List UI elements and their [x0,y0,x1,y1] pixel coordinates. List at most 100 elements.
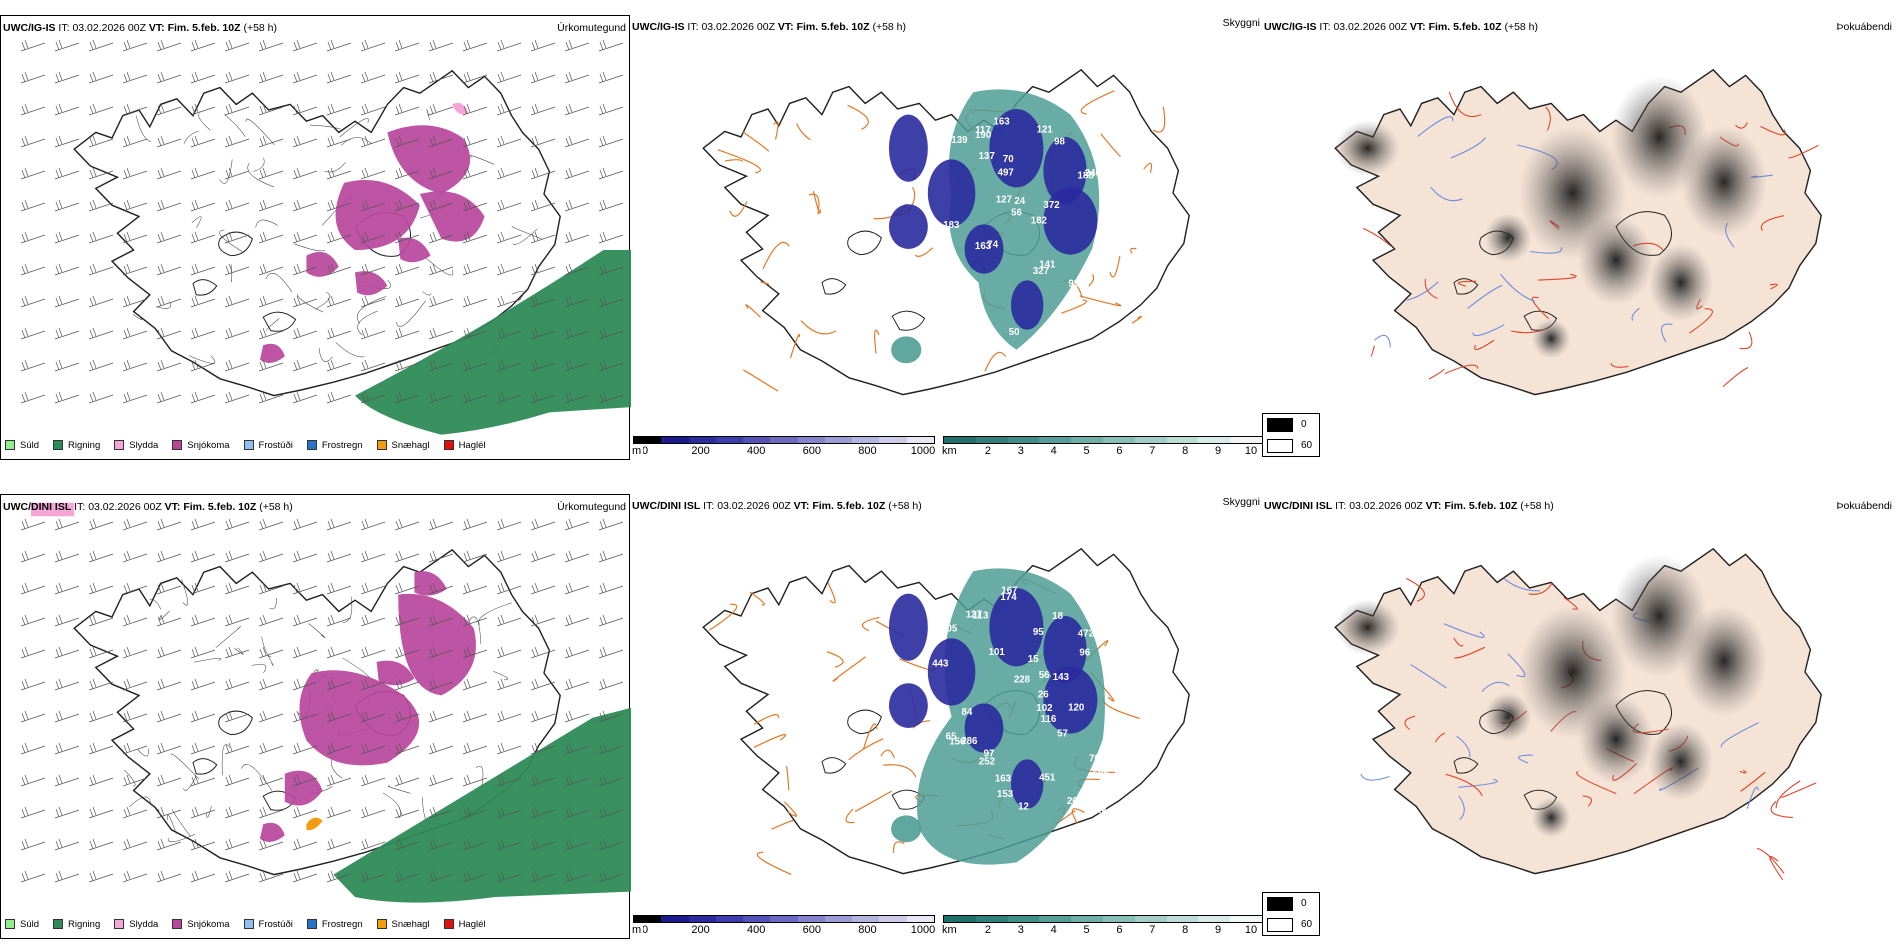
vis-value-label: 99 [1068,278,1079,289]
legend-swatch [5,440,15,450]
legend-item-1: Rigning [53,919,100,930]
snow-area [284,770,323,806]
vis-value-label: 153 [997,789,1014,800]
colorbar-tick: 400 [747,445,766,457]
vis-value-label: 443 [932,658,949,669]
vis-value-label: 163 [995,774,1012,785]
precip-panel-row1: UWC/IG-IS IT: 03.02.2026 00Z VT: Fim. 5.… [0,15,631,460]
legend-label: Rigning [68,918,101,930]
fog-area [1648,243,1714,322]
precip-var-row2: Úrkomutegund [557,501,626,513]
vis-value-label: 143 [1053,672,1070,683]
vis-value-label: 84 [961,707,972,718]
colorbar-tick: 2 [984,924,991,936]
vis-value-label: 240 [1085,168,1102,179]
legend-item-4: Frostúði [243,439,293,451]
vis-value-label: 24 [1014,196,1025,207]
height-colorbar-strip [633,915,935,923]
fog-area [1335,599,1400,656]
vis-value-label: 57 [1057,728,1068,739]
colorbar-tick: 10 [1244,445,1258,457]
rain-area [333,707,631,903]
km-colorbar-row2: 12345678910 km [942,915,1263,938]
legend-swatch [443,919,454,929]
colorbar-tick: 7 [1149,445,1156,457]
cloud-key-row1: 0 60 [1262,413,1320,457]
vis-value-label: 127 [996,194,1013,205]
legend-label: Snæhagl [391,918,430,930]
km-colorbar-strip [943,436,1263,444]
snow-area [355,271,388,296]
km-colorbar-ticks: 12345678910 [943,445,1263,459]
colorbar-tick: 600 [802,924,821,936]
colorbar-tick: 600 [802,445,821,457]
legend-item-1: Rigning [53,440,100,451]
fog-area [1531,797,1571,838]
height-colorbar-row1: 0 200 400 600 800 1000 m [632,436,935,459]
legend-swatch [443,440,454,450]
snow-area [398,593,476,696]
height-colorbar-row2: 0 200 400 600 800 1000 m [632,915,936,938]
legend-swatch [53,919,64,929]
colorbar-tick: 4 [1050,924,1057,936]
legend-label: Súld [20,918,40,930]
snow-area [306,251,339,277]
legend-item-5: Frostregn [306,919,363,930]
fog-area [1648,722,1714,801]
vis-value-label: 113 [973,610,989,621]
vis-title-row1: UWC/IG-IS IT: 03.02.2026 00Z VT: Fim. 5.… [632,21,907,33]
precip-map-row2 [20,502,631,903]
km-colorbar-unit: km [942,445,959,457]
legend-label: Snæhagl [391,439,430,451]
cloud-panel-row2: UWC/DINI ISL IT: 03.02.2026 00Z VT: Fim.… [1262,494,1892,939]
cloud-var-row2: Þokuábendi [1836,500,1892,512]
cloud-title-row2: UWC/DINI ISL IT: 03.02.2026 00Z VT: Fim.… [1264,500,1554,512]
vis-value-label: 139 [951,135,968,146]
legend-label: Frostúði [258,439,293,451]
vis-value-label: 56 [1011,208,1022,219]
cloud-title-row1: UWC/IG-IS IT: 03.02.2026 00Z VT: Fim. 5.… [1264,21,1539,33]
vis-value-label: 472 [1078,628,1095,639]
cloud-map-row1 [1334,68,1822,396]
cloud-key-max: 60 [1263,914,1319,935]
precip-title-row2: UWC/DINI ISL IT: 03.02.2026 00Z VT: Fim.… [3,501,293,513]
fog-area [1680,125,1768,238]
vis-value-label: 121 [1037,124,1054,135]
vis-value-label: 451 [1039,772,1056,783]
legend-item-7: Haglél [443,919,486,930]
fog-area [1680,604,1768,717]
km-colorbar-unit: km [942,924,959,936]
km-colorbar-ticks: 12345678910 [943,924,1263,938]
vis-value-label: 101 [989,647,1006,658]
colorbar-tick: 5 [1083,445,1090,457]
legend-label: Slydda [129,918,159,930]
colorbar-tick: 800 [858,445,877,457]
fog-area [1484,692,1532,742]
vis-value-label: 141 [1039,259,1056,270]
fog-area [1335,120,1400,177]
vis-value-label: 282 [1093,765,1110,776]
snow-area [376,660,415,686]
km-colorbar-row1: 12345678910 km [942,436,1263,459]
colorbar-tick: 10 [1244,924,1258,936]
colorbar-tick: 6 [1116,445,1123,457]
colorbar-tick: 9 [1215,445,1222,457]
legend-swatch [114,440,125,450]
colorbar-tick: 1000 [910,924,936,936]
colorbar-tick: 200 [691,445,710,457]
legend-swatch [114,919,125,929]
cloud-key-min: 0 [1263,893,1319,914]
vis-var-row2: Skyggni [1222,496,1260,508]
legend-swatch [172,440,183,450]
precip-map-row1 [20,39,631,435]
vis-value-label: 97 [984,748,995,759]
vis-value-label: 182 [1031,215,1048,226]
snow-area [398,237,431,263]
cloud-key-max: 60 [1263,435,1319,456]
legend-item-2: Slydda [114,440,158,451]
km-colorbar-strip [943,915,1263,923]
vis-value-label: 286 [961,736,978,747]
legend-label: Frostregn [321,439,363,451]
fog-area [1484,213,1532,263]
